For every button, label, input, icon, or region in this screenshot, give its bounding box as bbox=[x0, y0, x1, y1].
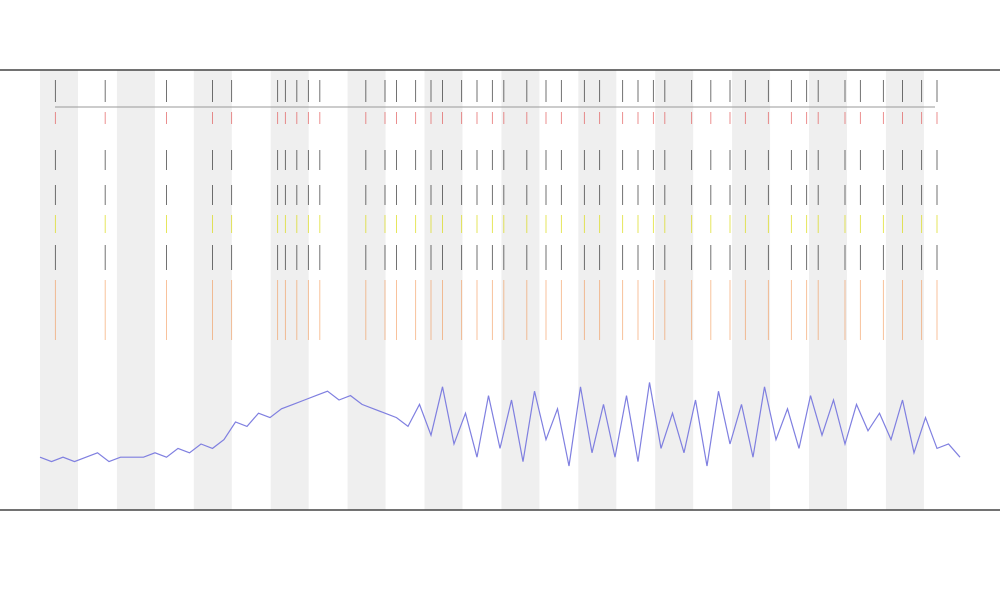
shaded-band bbox=[424, 70, 463, 510]
shaded-band bbox=[347, 70, 386, 510]
data-line bbox=[39, 382, 961, 467]
shaded-band bbox=[270, 70, 309, 510]
shaded-band bbox=[732, 70, 771, 510]
shaded-band bbox=[655, 70, 694, 510]
shaded-band bbox=[116, 70, 155, 510]
shaded-band bbox=[885, 70, 924, 510]
shaded-band bbox=[501, 70, 540, 510]
shaded-band bbox=[809, 70, 847, 510]
background-bands bbox=[40, 70, 924, 510]
shaded-band bbox=[40, 70, 78, 510]
